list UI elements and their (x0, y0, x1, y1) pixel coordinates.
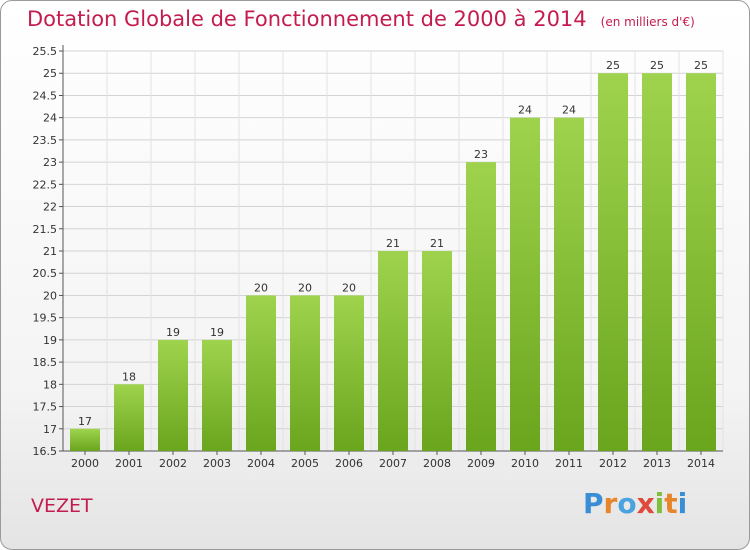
bar (158, 339, 188, 451)
y-tick-label: 21.5 (33, 223, 58, 236)
chart-subtitle: (en milliers d'€) (600, 15, 695, 29)
bar (334, 295, 364, 451)
x-tick-label: 2006 (335, 457, 363, 470)
bar-value-label: 21 (430, 237, 444, 250)
bar (686, 73, 716, 451)
x-tick-label: 2002 (159, 457, 187, 470)
x-tick-label: 2004 (247, 457, 275, 470)
y-tick-label: 20.5 (33, 267, 58, 280)
x-tick-label: 2009 (467, 457, 495, 470)
chart-title-text: Dotation Globale de Fonctionnement de 20… (27, 7, 587, 31)
commune-name: VEZET (31, 495, 93, 517)
y-tick-label: 17.5 (33, 401, 58, 414)
bar-value-label: 20 (298, 281, 312, 294)
bar-value-label: 20 (342, 281, 356, 294)
y-tick-label: 19.5 (33, 312, 58, 325)
y-tick-label: 17 (43, 423, 57, 436)
bar (246, 295, 276, 451)
x-tick-label: 2012 (599, 457, 627, 470)
y-tick-label: 18 (43, 378, 57, 391)
chart-title: Dotation Globale de Fonctionnement de 20… (27, 7, 695, 31)
y-tick-label: 18.5 (33, 356, 58, 369)
bar (554, 117, 584, 452)
bar-value-label: 24 (518, 104, 532, 117)
bar (378, 251, 408, 451)
y-tick-label: 25.5 (33, 45, 58, 58)
x-tick-label: 2001 (115, 457, 143, 470)
y-tick-label: 23.5 (33, 134, 58, 147)
bar-value-label: 18 (122, 370, 136, 383)
logo-letter: t (664, 487, 678, 520)
bar-value-label: 25 (650, 59, 664, 72)
bar-value-label: 19 (166, 326, 180, 339)
x-tick-label: 2011 (555, 457, 583, 470)
x-tick-label: 2005 (291, 457, 319, 470)
bar-value-label: 21 (386, 237, 400, 250)
logo-letter: o (617, 487, 637, 520)
x-tick-label: 2013 (643, 457, 671, 470)
x-tick-label: 2003 (203, 457, 231, 470)
x-tick-label: 2008 (423, 457, 451, 470)
bar-value-label: 20 (254, 281, 268, 294)
bar (202, 339, 232, 451)
y-tick-label: 25 (43, 67, 57, 80)
bar-value-label: 23 (474, 148, 488, 161)
y-tick-label: 24 (43, 112, 57, 125)
bar-value-label: 17 (78, 415, 92, 428)
bar (642, 73, 672, 451)
logo-letter: r (603, 487, 618, 520)
bar (290, 295, 320, 451)
bar (422, 251, 452, 451)
logo-letter: i (654, 487, 665, 520)
proxiti-logo: Proxiti (583, 487, 687, 520)
logo-letter: P (583, 487, 604, 520)
bar-value-label: 25 (606, 59, 620, 72)
x-tick-label: 2007 (379, 457, 407, 470)
bar-value-label: 25 (694, 59, 708, 72)
y-tick-label: 20 (43, 289, 57, 302)
bar (114, 384, 144, 451)
bar (510, 117, 540, 452)
y-tick-label: 21 (43, 245, 57, 258)
logo-letter: x (636, 487, 655, 520)
bar (598, 73, 628, 451)
y-tick-label: 22.5 (33, 178, 58, 191)
y-tick-label: 19 (43, 334, 57, 347)
bar-value-label: 24 (562, 104, 576, 117)
logo-letter: i (677, 487, 688, 520)
y-tick-label: 24.5 (33, 89, 58, 102)
bar (466, 162, 496, 451)
y-tick-label: 23 (43, 156, 57, 169)
bar-value-label: 19 (210, 326, 224, 339)
y-tick-label: 22 (43, 201, 57, 214)
bar (70, 428, 100, 451)
x-tick-label: 2014 (687, 457, 715, 470)
x-tick-label: 2000 (71, 457, 99, 470)
y-tick-label: 16.5 (33, 445, 58, 458)
x-tick-label: 2010 (511, 457, 539, 470)
